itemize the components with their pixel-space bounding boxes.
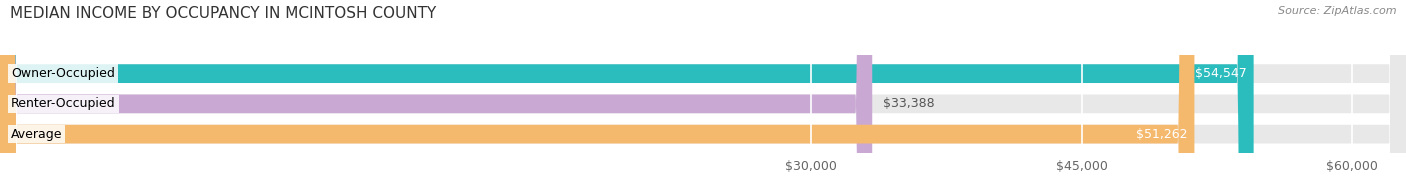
Text: Source: ZipAtlas.com: Source: ZipAtlas.com [1278, 6, 1396, 16]
Text: $51,262: $51,262 [1136, 128, 1188, 141]
Text: MEDIAN INCOME BY OCCUPANCY IN MCINTOSH COUNTY: MEDIAN INCOME BY OCCUPANCY IN MCINTOSH C… [10, 6, 436, 21]
Text: Owner-Occupied: Owner-Occupied [11, 67, 115, 80]
Text: Renter-Occupied: Renter-Occupied [11, 97, 115, 110]
Text: $54,547: $54,547 [1195, 67, 1247, 80]
FancyBboxPatch shape [0, 0, 872, 196]
Text: Average: Average [11, 128, 63, 141]
Text: $33,388: $33,388 [883, 97, 935, 110]
FancyBboxPatch shape [0, 0, 1254, 196]
FancyBboxPatch shape [0, 0, 1195, 196]
